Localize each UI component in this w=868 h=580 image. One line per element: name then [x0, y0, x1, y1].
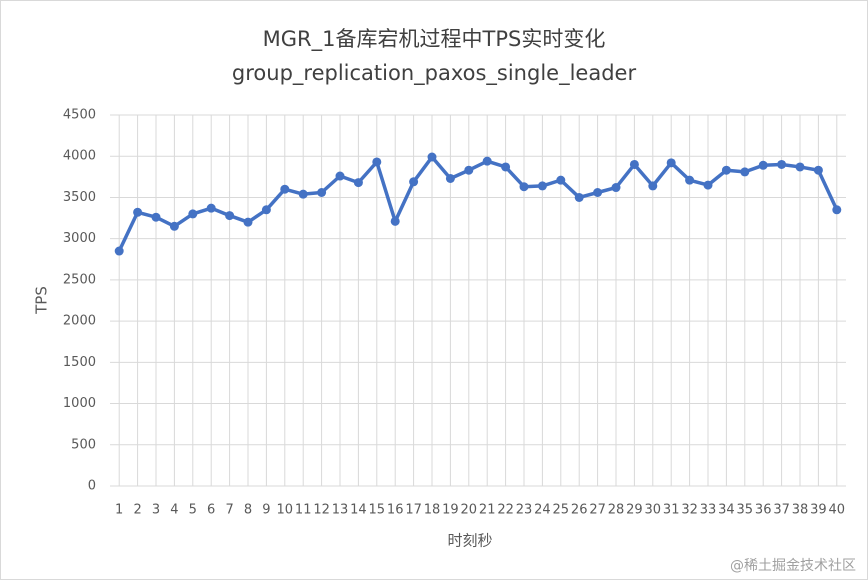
x-tick-label: 27	[589, 503, 606, 518]
x-tick-label: 31	[663, 503, 680, 518]
y-tick-label: 0	[88, 479, 96, 494]
x-tick-label: 12	[313, 503, 330, 518]
x-tick-label: 5	[189, 503, 197, 518]
y-tick-label: 3500	[63, 190, 96, 205]
point	[666, 158, 676, 168]
point	[574, 192, 584, 202]
point	[519, 182, 529, 192]
x-tick-label: 36	[755, 503, 772, 518]
y-tick-label: 2500	[63, 272, 96, 287]
x-tick-label: 18	[424, 503, 441, 518]
x-tick-label: 37	[773, 503, 790, 518]
x-tick-label: 17	[405, 503, 422, 518]
x-tick-label: 3	[152, 503, 160, 518]
point	[169, 221, 179, 231]
x-tick-label: 39	[810, 503, 827, 518]
line	[117, 155, 839, 252]
point	[427, 152, 437, 162]
point	[464, 165, 474, 175]
x-tick-label: 30	[645, 503, 662, 518]
point	[280, 184, 290, 194]
x-tick-label: 2	[133, 503, 141, 518]
x-tick-label: 38	[792, 503, 809, 518]
y-tick-label: 2000	[63, 314, 96, 329]
point	[501, 162, 511, 172]
point	[629, 159, 639, 169]
x-tick-label: 29	[626, 503, 643, 518]
chart-subtitle: group_replication_paxos_single_leader	[232, 61, 637, 86]
point	[777, 159, 787, 169]
point	[482, 156, 492, 166]
y-tick-label: 3000	[63, 231, 96, 246]
x-tick-label: 35	[737, 503, 754, 518]
x-tick-label: 15	[369, 503, 386, 518]
x-tick-label: 34	[718, 503, 735, 518]
point	[556, 175, 566, 185]
y-tick-label: 500	[71, 437, 96, 452]
x-tick-label: 14	[350, 503, 367, 518]
point	[390, 216, 400, 226]
x-axis-label: 时刻秒	[447, 532, 492, 550]
y-axis-label: TPS	[33, 286, 51, 315]
y-tick-label: 1500	[63, 355, 96, 370]
point	[261, 205, 271, 215]
point	[758, 160, 768, 170]
point	[740, 167, 750, 177]
point	[795, 162, 805, 172]
chart-title: MGR_1备库宕机过程中TPS实时变化	[263, 27, 606, 52]
x-tick-label: 9	[262, 503, 270, 518]
x-tick-label: 25	[553, 503, 570, 518]
point	[445, 173, 455, 183]
point	[298, 189, 308, 199]
point	[335, 171, 345, 181]
point	[206, 203, 216, 213]
x-tick-label: 4	[170, 503, 178, 518]
point	[813, 165, 823, 175]
point	[317, 187, 327, 197]
x-tick-label: 32	[681, 503, 698, 518]
point	[151, 212, 161, 222]
point	[372, 157, 382, 167]
point	[611, 183, 621, 193]
point	[243, 217, 253, 227]
x-tick-label: 28	[608, 503, 625, 518]
x-tick-label: 19	[442, 503, 459, 518]
point	[225, 211, 235, 221]
point	[537, 181, 547, 191]
x-tick-label: 7	[225, 503, 233, 518]
y-tick-label: 4500	[63, 108, 96, 123]
x-tick-label: 24	[534, 503, 551, 518]
x-tick-label: 23	[516, 503, 533, 518]
x-tick-label: 6	[207, 503, 215, 518]
x-tick-label: 22	[497, 503, 514, 518]
x-tick-label: 10	[277, 503, 294, 518]
x-tick-label: 1	[115, 503, 123, 518]
x-tick-label: 20	[461, 503, 478, 518]
x-tick-label: 13	[332, 503, 349, 518]
point	[593, 187, 603, 197]
point	[133, 207, 143, 217]
x-tick-label: 33	[700, 503, 717, 518]
x-tick-label: 16	[387, 503, 404, 518]
y-tick-label: 4000	[63, 149, 96, 164]
point	[685, 175, 695, 185]
point	[832, 205, 842, 215]
x-tick-label: 26	[571, 503, 588, 518]
point	[188, 209, 198, 219]
x-tick-label: 11	[295, 503, 312, 518]
x-tick-label: 40	[829, 503, 846, 518]
point	[648, 181, 658, 191]
point	[353, 178, 363, 188]
x-tick-label: 21	[479, 503, 496, 518]
x-tick-label: 8	[244, 503, 252, 518]
point	[721, 165, 731, 175]
y-tick-label: 1000	[63, 396, 96, 411]
point	[114, 246, 124, 256]
point	[409, 177, 419, 187]
point	[703, 180, 713, 190]
watermark: @稀土掘金技术社区	[730, 558, 856, 574]
